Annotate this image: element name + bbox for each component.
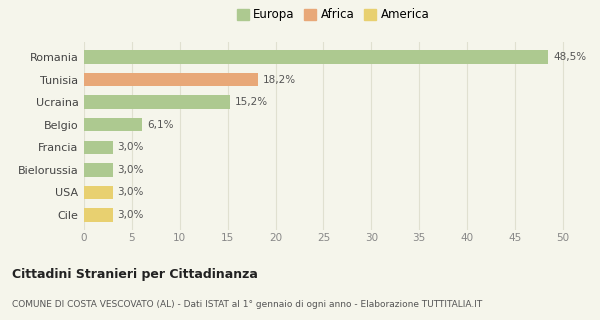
- Bar: [84, 163, 113, 177]
- Bar: [84, 118, 142, 132]
- Text: 18,2%: 18,2%: [263, 75, 296, 84]
- Bar: [84, 140, 113, 154]
- Text: 15,2%: 15,2%: [235, 97, 268, 107]
- Text: 3,0%: 3,0%: [118, 142, 144, 152]
- Bar: [84, 208, 113, 222]
- Bar: [84, 186, 113, 199]
- Legend: Europa, Africa, America: Europa, Africa, America: [235, 6, 431, 24]
- Bar: [84, 73, 259, 86]
- Text: 48,5%: 48,5%: [553, 52, 586, 62]
- Bar: [84, 50, 548, 64]
- Bar: [84, 95, 230, 109]
- Text: COMUNE DI COSTA VESCOVATO (AL) - Dati ISTAT al 1° gennaio di ogni anno - Elabora: COMUNE DI COSTA VESCOVATO (AL) - Dati IS…: [12, 300, 482, 309]
- Text: 6,1%: 6,1%: [147, 120, 174, 130]
- Text: Cittadini Stranieri per Cittadinanza: Cittadini Stranieri per Cittadinanza: [12, 268, 258, 281]
- Text: 3,0%: 3,0%: [118, 210, 144, 220]
- Text: 3,0%: 3,0%: [118, 188, 144, 197]
- Text: 3,0%: 3,0%: [118, 165, 144, 175]
